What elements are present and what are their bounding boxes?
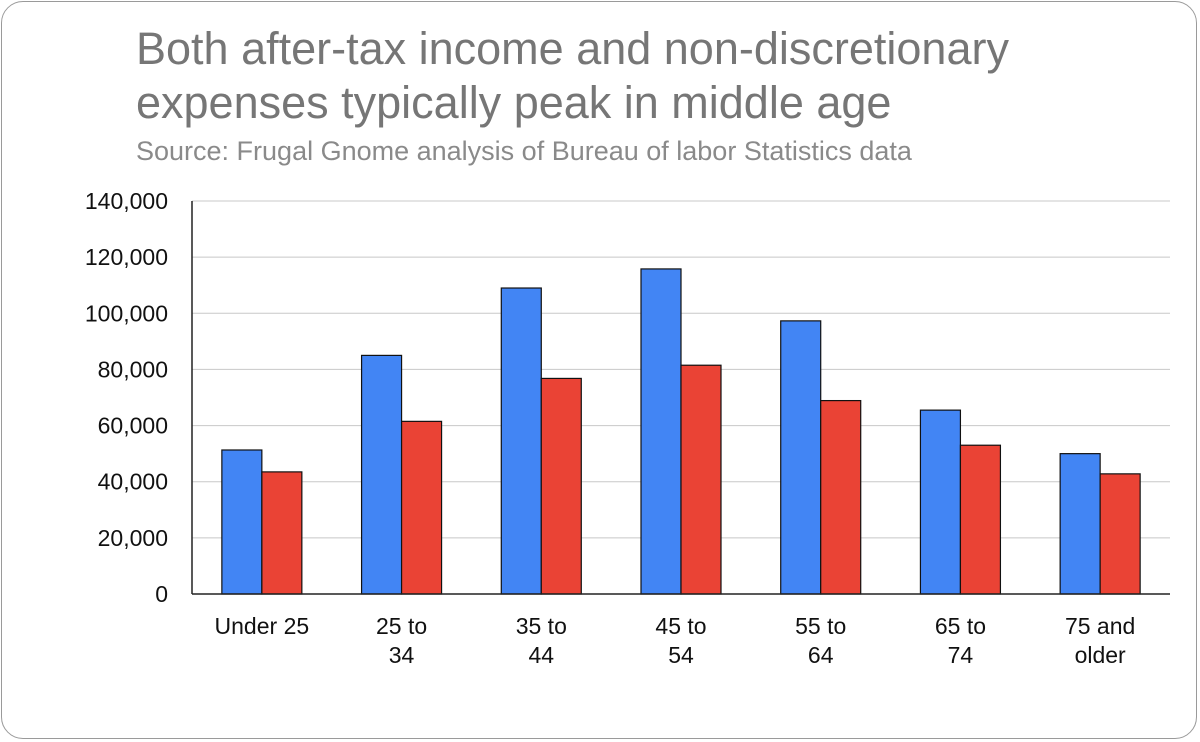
y-tick-label: 80,000	[98, 356, 168, 382]
x-category-label: 55 to 64	[795, 613, 846, 668]
y-tick-label: 140,000	[85, 188, 168, 214]
bar-series-2-1	[400, 420, 443, 595]
x-axis-category-labels: Under 25 25 to 34 35 to 44 45 to 54 55 to 64 65 t…	[215, 613, 1136, 668]
bar-series-1-6	[1059, 453, 1101, 595]
y-tick-label: 20,000	[98, 525, 168, 551]
y-tick-label: 60,000	[98, 413, 168, 439]
bar-series-2-4	[820, 399, 862, 595]
bar-series-2-2	[540, 377, 582, 595]
y-tick-label: 40,000	[98, 469, 168, 495]
y-tick-label: 100,000	[85, 300, 168, 326]
bar-series-2-0	[261, 471, 303, 595]
y-tick-label: 0	[155, 581, 168, 607]
x-category-label: Under 25	[215, 613, 310, 639]
y-axis-tick-labels: 0 20,000 40,000 60,000 80,000 100,000 120,000 1…	[85, 188, 168, 607]
bar-series-1-0	[221, 449, 263, 595]
bar-series-1-4	[780, 320, 822, 595]
bar-series-2-3	[680, 364, 722, 595]
chart-title: Both after-tax income and non-discretion…	[136, 23, 1009, 128]
x-category-label: 75 and older	[1065, 613, 1135, 668]
bar-series-1-3	[640, 268, 682, 595]
bar-series-1-5	[919, 409, 962, 595]
bar-series-2-6	[1099, 473, 1141, 595]
x-category-label: 45 to 54	[655, 613, 706, 668]
x-category-label: 35 to 44	[516, 613, 567, 668]
y-tick-label: 120,000	[85, 244, 168, 270]
bar-series-1-1	[360, 354, 403, 595]
chart-subtitle: Source: Frugal Gnome analysis of Bureau …	[136, 136, 912, 166]
x-category-label: 25 to 34	[376, 613, 427, 668]
bar-series-2-5	[959, 444, 1002, 595]
bar-series-1-2	[500, 287, 542, 595]
axes	[191, 201, 1170, 595]
x-category-label: 65 to 74	[935, 613, 986, 668]
bars	[221, 268, 1141, 595]
